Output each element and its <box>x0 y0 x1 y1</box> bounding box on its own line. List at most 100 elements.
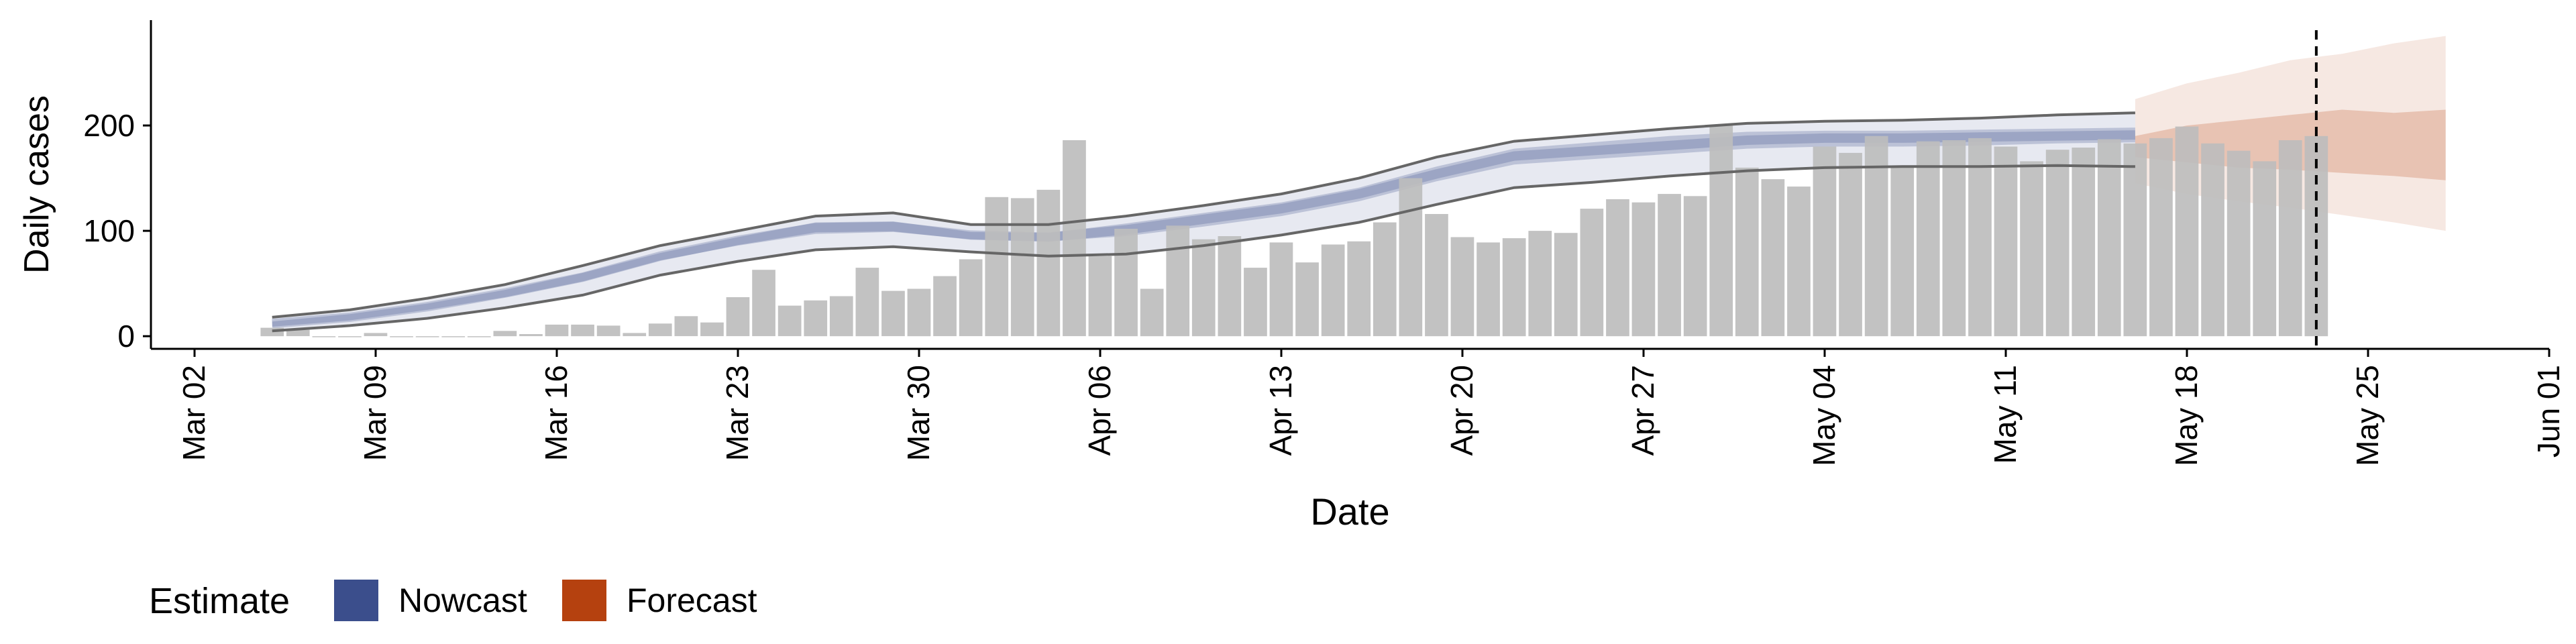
bar <box>1658 194 1681 337</box>
bar <box>1890 167 1915 337</box>
bar <box>2020 161 2043 337</box>
bar <box>441 336 466 337</box>
x-tick-label: May 25 <box>2350 365 2385 466</box>
bar <box>1839 152 1862 337</box>
bar <box>1787 186 1811 337</box>
bar <box>1295 262 1319 337</box>
interval-lines-layer <box>272 111 2135 333</box>
bar <box>1631 202 1656 337</box>
nowcast-upper-line <box>272 111 2135 319</box>
bar <box>2097 139 2121 337</box>
bar <box>1813 146 1837 337</box>
bar <box>648 323 672 337</box>
bar <box>1347 241 1371 337</box>
bar <box>1502 238 1526 337</box>
bar <box>1166 225 1190 337</box>
bar <box>1942 140 1966 337</box>
bar <box>1269 242 1293 337</box>
bar <box>2149 138 2173 337</box>
bar <box>1968 138 1992 337</box>
bar <box>907 288 931 337</box>
bar <box>1477 242 1500 337</box>
bar <box>2072 148 2096 337</box>
bar <box>2175 126 2199 337</box>
bar <box>1218 236 1242 337</box>
bar <box>1373 222 1397 337</box>
x-tick-label: Mar 23 <box>720 365 755 461</box>
bar <box>1735 167 1759 337</box>
x-axis-label: Date <box>1310 490 1389 533</box>
bar <box>881 290 905 337</box>
bar <box>1683 196 1707 337</box>
bar <box>1425 214 1448 337</box>
bar <box>1114 229 1138 337</box>
bar <box>752 270 775 337</box>
bar <box>312 336 336 337</box>
bar <box>493 331 517 337</box>
bar <box>2253 161 2277 337</box>
bar <box>596 325 621 337</box>
bar <box>726 297 750 337</box>
bar <box>933 276 957 337</box>
bar <box>804 300 828 337</box>
x-tick-label: Mar 30 <box>901 365 936 461</box>
bar <box>1088 256 1112 337</box>
bar <box>1761 179 1785 337</box>
bar <box>1994 146 2018 337</box>
bar <box>1554 233 1578 337</box>
bar <box>571 324 594 337</box>
y-tick-label: 200 <box>83 108 135 143</box>
legend-title: Estimate <box>149 581 290 621</box>
bar <box>959 259 983 337</box>
x-tick-label: May 18 <box>2169 365 2204 466</box>
bar <box>855 268 879 337</box>
bar <box>985 197 1009 337</box>
bar <box>286 329 310 337</box>
bar <box>1010 198 1034 337</box>
bar <box>1450 237 1474 337</box>
x-tick-label: Apr 06 <box>1082 365 1117 456</box>
bar <box>2226 150 2251 337</box>
bar <box>1140 288 1164 337</box>
bar <box>1606 199 1629 337</box>
bar <box>623 333 647 337</box>
bar <box>2045 150 2070 337</box>
y-tick-label: 0 <box>117 319 135 354</box>
nowcast-median-band <box>272 130 2135 329</box>
legend-swatch-forecast <box>562 580 606 621</box>
bar <box>1321 244 1345 337</box>
legend-label-forecast: Forecast <box>627 582 757 619</box>
bar <box>467 336 491 337</box>
bar <box>2278 140 2302 337</box>
bar <box>364 333 388 337</box>
bar <box>1399 178 1423 337</box>
bar <box>415 336 439 337</box>
bar <box>338 336 362 337</box>
nowcast-band-90 <box>272 113 2135 331</box>
legend-label-nowcast: Nowcast <box>398 582 527 619</box>
bar <box>1036 189 1061 337</box>
bar <box>2123 143 2147 337</box>
bar <box>1709 125 1733 337</box>
x-tick-label: May 04 <box>1807 365 1841 466</box>
bar <box>674 316 698 337</box>
x-tick-label: May 11 <box>1988 365 2023 464</box>
bar <box>1063 140 1086 337</box>
x-tick-label: Apr 13 <box>1263 365 1298 456</box>
x-tick-label: Jun 01 <box>2531 365 2566 458</box>
x-tick-label: Apr 27 <box>1625 365 1660 456</box>
legend-swatch-nowcast <box>334 580 378 621</box>
bar <box>519 334 543 337</box>
bar <box>1864 136 1888 337</box>
legend: Estimate Nowcast Forecast <box>149 580 757 621</box>
y-tick-label: 100 <box>83 213 135 248</box>
bar <box>777 305 802 337</box>
bars-layer <box>260 125 2328 337</box>
bar <box>545 324 569 337</box>
y-axis-label: Daily cases <box>17 95 56 274</box>
bar <box>2201 143 2224 337</box>
x-axis-ticks: Mar 02 Mar 09 Mar 16 Mar 23 Mar 30 Apr 06 Apr … <box>176 349 2566 466</box>
bar <box>1916 141 1940 337</box>
x-tick-label: Mar 02 <box>176 365 211 461</box>
